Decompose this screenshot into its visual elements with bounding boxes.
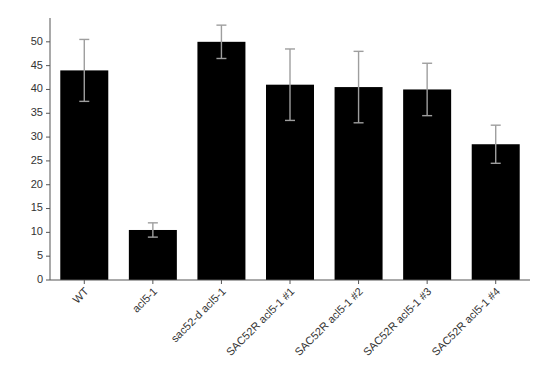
y-tick	[46, 208, 50, 209]
y-tick	[46, 89, 50, 90]
bar	[403, 89, 451, 280]
error-line	[422, 115, 432, 116]
error-line	[289, 49, 290, 120]
y-tick-label: 20	[31, 178, 43, 190]
y-tick-label: 10	[31, 225, 43, 237]
error-line	[84, 39, 85, 101]
error-line	[79, 39, 89, 40]
x-tick	[152, 280, 153, 284]
y-tick-label: 35	[31, 106, 43, 118]
error-bar	[216, 25, 226, 58]
x-tick	[221, 280, 222, 284]
x-tick-label: SAC52R acl5-1 #3	[361, 285, 434, 358]
y-tick-label: 40	[31, 82, 43, 94]
x-tick	[358, 280, 359, 284]
error-bar	[285, 49, 295, 120]
y-tick-label: 25	[31, 154, 43, 166]
error-line	[426, 63, 427, 115]
error-line	[148, 222, 158, 223]
bar	[197, 42, 245, 280]
error-bar	[422, 63, 432, 115]
bar	[129, 230, 177, 280]
y-tick	[46, 137, 50, 138]
error-line	[491, 163, 501, 164]
y-tick	[46, 41, 50, 42]
error-line	[354, 51, 364, 52]
y-tick	[46, 113, 50, 114]
axes: 0 5 10 15 20 25 30 35 40 45 50 WT acl5-1 sac52-d acl5…	[31, 18, 530, 358]
bar	[60, 70, 108, 280]
y-tick-label: 15	[31, 201, 43, 213]
y-tick-label: 30	[31, 130, 43, 142]
y-axis-line	[50, 18, 51, 280]
error-bar	[491, 125, 501, 163]
error-line	[495, 125, 496, 163]
error-line	[285, 120, 295, 121]
error-bar	[79, 39, 89, 101]
y-tick-label: 0	[37, 273, 43, 285]
error-line	[491, 124, 501, 125]
x-tick-label: sac52-d acl5-1	[168, 285, 228, 345]
x-tick	[290, 280, 291, 284]
y-tick	[46, 256, 50, 257]
x-tick-label: SAC52R acl5-1 #1	[224, 285, 297, 358]
chart-container: 0 5 10 15 20 25 30 35 40 45 50 WT acl5-1 sac52-d acl5…	[0, 0, 550, 380]
error-line	[358, 51, 359, 122]
error-line	[221, 25, 222, 58]
x-tick	[427, 280, 428, 284]
error-bar	[148, 223, 158, 237]
y-tick	[46, 65, 50, 66]
error-bar	[354, 51, 364, 122]
error-line	[152, 223, 153, 237]
y-tick	[46, 280, 50, 281]
chart: 0 5 10 15 20 25 30 35 40 45 50 WT acl5-1 sac52-d acl5…	[0, 0, 550, 380]
x-tick	[84, 280, 85, 284]
y-tick	[46, 232, 50, 233]
error-line	[148, 236, 158, 237]
error-line	[285, 48, 295, 49]
error-line	[354, 122, 364, 123]
x-tick-label: SAC52R acl5-1 #2	[292, 285, 365, 358]
plot-area	[60, 25, 519, 280]
x-tick-label: acl5-1	[130, 285, 160, 315]
y-tick	[46, 184, 50, 185]
error-line	[216, 24, 226, 25]
bar	[472, 144, 520, 280]
x-tick-label: SAC52R acl5-1 #4	[429, 285, 502, 358]
x-tick-label: WT	[70, 285, 91, 306]
error-line	[216, 58, 226, 59]
y-tick	[46, 160, 50, 161]
y-tick-label: 50	[31, 35, 43, 47]
y-tick-label: 5	[37, 249, 43, 261]
error-line	[422, 63, 432, 64]
x-tick	[495, 280, 496, 284]
error-line	[79, 101, 89, 102]
y-tick-label: 45	[31, 59, 43, 71]
